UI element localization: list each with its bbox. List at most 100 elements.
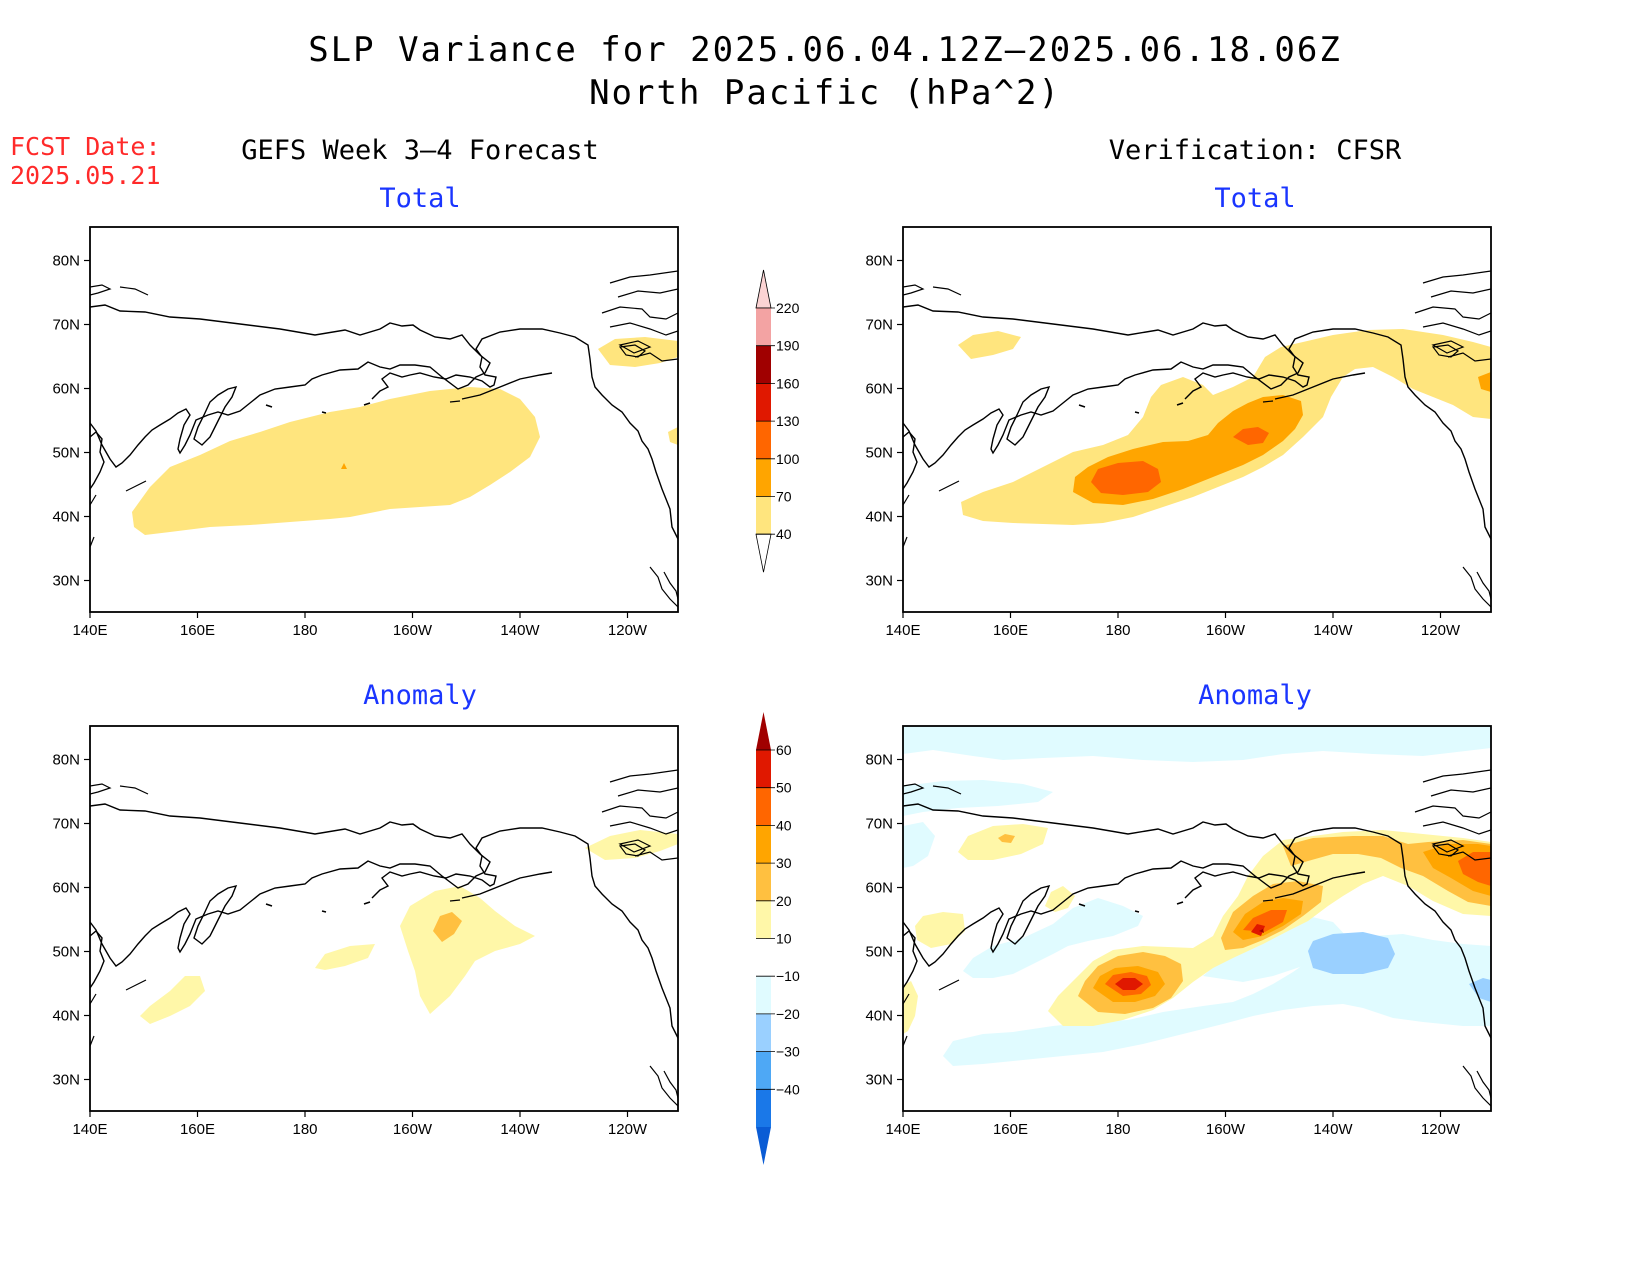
- panel-forecast-anomaly: [89, 725, 679, 1112]
- lon-tick-label: 120W: [608, 1121, 648, 1138]
- colorbar-anomaly-label: 50: [776, 780, 792, 796]
- lon-tick-label: 180: [1105, 622, 1130, 639]
- colorbar-anomaly-swatch: [756, 1051, 771, 1090]
- panel-title-bottom-right: Anomaly: [1198, 680, 1312, 711]
- lat-tick-label: 30N: [52, 573, 80, 590]
- colorbar-anomaly-swatch: [756, 938, 771, 977]
- lat-tick-label: 60N: [865, 880, 893, 897]
- colorbar-total-swatch: [756, 496, 771, 535]
- lat-tick-label: 40N: [865, 1008, 893, 1025]
- colorbar-total-label: 40: [776, 526, 792, 542]
- colorbar-anomaly-label: −30: [776, 1044, 800, 1060]
- lon-tick-label: 140W: [1313, 622, 1353, 639]
- colorbar-total-label: 160: [776, 375, 800, 391]
- colorbar-anomaly-swatch: [756, 1013, 771, 1052]
- colorbar-anomaly-top-arrow: [756, 712, 771, 750]
- lat-tick-label: 60N: [52, 880, 80, 897]
- lon-tick-label: 140E: [72, 622, 107, 639]
- colorbar-anomaly-swatch: [756, 825, 771, 864]
- lat-tick-label: 30N: [865, 1072, 893, 1089]
- lon-tick-label: 140E: [885, 622, 920, 639]
- colorbar-total-label: 130: [776, 413, 800, 429]
- lon-tick-label: 120W: [608, 622, 648, 639]
- lon-tick-label: 140W: [500, 622, 540, 639]
- lat-tick-label: 30N: [52, 1072, 80, 1089]
- colorbar-total-swatch: [756, 421, 771, 459]
- lon-tick-label: 140E: [72, 1121, 107, 1138]
- colorbar-total-label: 190: [776, 338, 800, 354]
- colorbar-anomaly-swatch: [756, 787, 771, 826]
- main-title: SLP Variance for 2025.06.04.12Z—2025.06.…: [308, 30, 1342, 70]
- colorbar-total-swatch: [756, 345, 771, 384]
- lon-tick-label: 180: [292, 1121, 317, 1138]
- colorbar-anomaly-label: −10: [776, 968, 800, 984]
- map-axes: 140E 160E 180 160W 140W 120W 80N 70N 60N 50N 40N 30…: [52, 253, 1460, 1139]
- colorbar-total-label: 100: [776, 451, 800, 467]
- colorbar-anomaly-bottom-arrow: [756, 1127, 771, 1165]
- fcst-date-block: FCST Date: 2025.05.21: [10, 132, 161, 190]
- lat-tick-label: 60N: [865, 381, 893, 398]
- colorbar-total-bottom-arrow: [755, 533, 772, 573]
- lat-tick-label: 70N: [52, 816, 80, 833]
- left-column-title: GEFS Week 3—4 Forecast: [241, 135, 599, 166]
- lat-tick-label: 70N: [52, 317, 80, 334]
- lon-tick-label: 120W: [1421, 1121, 1461, 1138]
- colorbar-total-label: 220: [776, 300, 800, 316]
- colorbar-anomaly-label: 10: [776, 931, 792, 947]
- panel-title-top-right: Total: [1214, 183, 1296, 214]
- lon-tick-label: 160W: [393, 622, 433, 639]
- lon-tick-label: 160W: [1206, 1121, 1246, 1138]
- lat-tick-label: 50N: [52, 944, 80, 961]
- lon-tick-label: 180: [1105, 1121, 1130, 1138]
- right-column-title: Verification: CFSR: [1108, 135, 1402, 166]
- fcst-date-label: FCST Date:: [10, 132, 161, 161]
- panel-title-bottom-left: Anomaly: [363, 680, 477, 711]
- lat-tick-label: 80N: [865, 752, 893, 769]
- colorbar-anomaly-swatch: [756, 863, 771, 901]
- main-subtitle: North Pacific (hPa^2): [589, 73, 1061, 113]
- colorbar-anomaly-label: 30: [776, 855, 792, 871]
- lat-tick-label: 70N: [865, 317, 893, 334]
- lat-tick-label: 40N: [52, 1008, 80, 1025]
- lon-tick-label: 160E: [993, 622, 1028, 639]
- lon-tick-label: 180: [292, 622, 317, 639]
- colorbar-total-swatch: [756, 383, 771, 422]
- colorbar-anomaly-swatch: [756, 976, 771, 1014]
- colorbar-anomaly: 60 50 40 30 20 10 −10 −20 −30 −40: [756, 712, 800, 1165]
- colorbar-total-label: 70: [776, 489, 792, 505]
- lat-tick-label: 80N: [52, 752, 80, 769]
- lon-tick-label: 160E: [180, 622, 215, 639]
- lat-tick-label: 60N: [52, 381, 80, 398]
- lat-tick-label: 30N: [865, 573, 893, 590]
- lon-tick-label: 120W: [1421, 622, 1461, 639]
- lat-tick-label: 80N: [52, 253, 80, 270]
- panel-verification-anomaly: [902, 725, 1492, 1112]
- lon-tick-label: 140W: [500, 1121, 540, 1138]
- colorbar-total-swatch: [756, 458, 771, 497]
- lon-tick-label: 160W: [1206, 622, 1246, 639]
- colorbar-anomaly-swatch: [756, 750, 771, 788]
- lat-tick-label: 50N: [865, 944, 893, 961]
- colorbar-anomaly-label: 20: [776, 893, 792, 909]
- lat-tick-label: 40N: [52, 509, 80, 526]
- colorbar-anomaly-label: 40: [776, 817, 792, 833]
- panel-forecast-total: [89, 226, 679, 613]
- lon-tick-label: 140W: [1313, 1121, 1353, 1138]
- colorbar-total: 220 190 160 130 100 70 40: [755, 269, 800, 573]
- lat-tick-label: 40N: [865, 509, 893, 526]
- fcst-date-value: 2025.05.21: [10, 161, 161, 190]
- lon-tick-label: 160E: [180, 1121, 215, 1138]
- colorbar-anomaly-label: −20: [776, 1006, 800, 1022]
- lat-tick-label: 50N: [865, 445, 893, 462]
- lon-tick-label: 140E: [885, 1121, 920, 1138]
- colorbar-anomaly-swatch: [756, 1089, 771, 1127]
- lon-tick-label: 160E: [993, 1121, 1028, 1138]
- lon-tick-label: 160W: [393, 1121, 433, 1138]
- lat-tick-label: 80N: [865, 253, 893, 270]
- panel-title-top-left: Total: [379, 183, 461, 214]
- colorbar-anomaly-label: −40: [776, 1081, 800, 1097]
- colorbar-anomaly-swatch: [756, 900, 771, 939]
- lat-tick-label: 70N: [865, 816, 893, 833]
- panel-verification-total: [902, 226, 1492, 613]
